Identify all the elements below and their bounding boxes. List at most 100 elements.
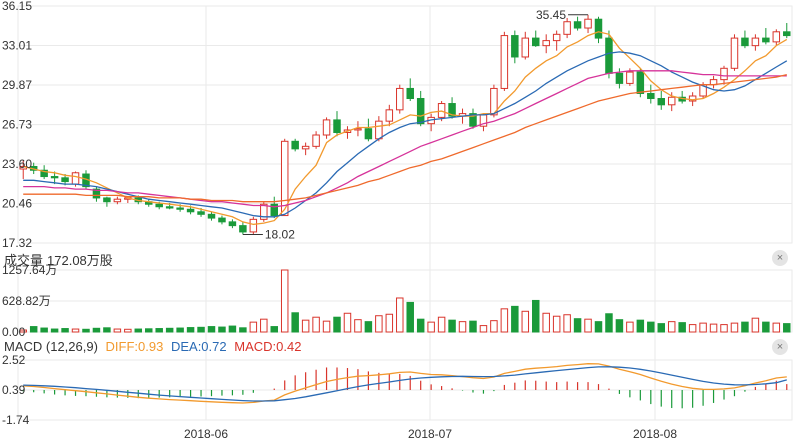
volume-bar	[479, 325, 488, 333]
axis-labels: 36.15 33.01 29.87 26.73 23.60 20.46 17.32 1257.…	[2, 0, 677, 441]
date-tick-label: 2018-08	[633, 427, 677, 441]
candle-body	[322, 119, 331, 136]
volume-tick-label: 0.00	[2, 325, 26, 339]
volume-bar	[594, 321, 603, 333]
candle-body	[301, 145, 310, 150]
volume-bar	[145, 328, 153, 333]
candle-body	[772, 31, 781, 43]
candle-body	[741, 37, 749, 47]
candle-body	[552, 33, 561, 42]
candle-body	[521, 37, 530, 58]
volume-bar	[249, 321, 258, 333]
macd-panel[interactable]	[22, 363, 788, 409]
volume-bar	[186, 327, 195, 333]
volume-bar	[647, 321, 655, 333]
volume-bar	[532, 299, 540, 333]
macd-line-dea	[23, 366, 787, 402]
volume-bar	[448, 319, 456, 333]
volume-panel[interactable]	[19, 269, 791, 333]
macd-tick-label: 2.52	[2, 353, 26, 367]
candle-body	[186, 208, 195, 213]
volume-tick-label: 1257.64万	[2, 263, 57, 277]
volume-bar	[500, 308, 509, 333]
candle-body	[657, 98, 665, 106]
volume-bar	[40, 327, 48, 333]
volume-bar	[92, 327, 101, 333]
volume-bar	[280, 269, 289, 333]
candle-body	[636, 71, 645, 94]
candle-body	[751, 37, 760, 47]
volume-bar	[605, 313, 613, 333]
candle-body	[730, 37, 739, 69]
volume-close-button[interactable]: ×	[772, 250, 788, 266]
volume-bar	[82, 328, 90, 333]
volume-bar	[490, 320, 498, 333]
volume-tick-label: 628.82万	[2, 294, 51, 308]
volume-bar	[301, 319, 310, 333]
candle-body	[573, 21, 582, 29]
volume-bar	[291, 312, 299, 333]
volume-bar	[762, 321, 770, 333]
volume-bar	[165, 327, 174, 333]
candle-body	[249, 218, 258, 233]
price-tick-label: 33.01	[2, 39, 32, 53]
volume-bar	[364, 321, 373, 333]
chart-grid	[17, 5, 793, 421]
macd-tick-label: -1.74	[2, 413, 30, 427]
volume-bar	[427, 321, 435, 333]
candle-body	[542, 40, 550, 47]
candle-body	[333, 119, 341, 133]
macd-value-legend: MACD:0.42	[234, 339, 302, 354]
candle-body	[228, 221, 237, 227]
candle-body	[396, 87, 404, 111]
volume-bar	[615, 319, 624, 333]
volume-bar	[176, 327, 184, 333]
volume-bar	[741, 321, 749, 333]
volume-bar	[626, 321, 634, 333]
volume-bar	[521, 310, 530, 333]
candle-body	[615, 72, 624, 84]
volume-bar	[71, 328, 80, 333]
volume-bar	[322, 320, 331, 333]
candle-body	[197, 211, 205, 215]
macd-line-diff	[23, 363, 787, 404]
candle-body	[626, 71, 634, 84]
volume-bar	[61, 328, 69, 333]
macd-dea-legend: DEA:0.72	[170, 339, 227, 354]
volume-bar	[751, 317, 760, 333]
candle-body	[448, 103, 456, 117]
high-annotation: 35.45	[536, 8, 566, 22]
candle-body	[762, 37, 770, 43]
volume-bar	[50, 328, 59, 333]
volume-bar	[406, 301, 414, 333]
low-annotation: 18.02	[265, 227, 295, 241]
volume-bar	[312, 316, 320, 333]
volume-bar	[584, 318, 592, 333]
volume-bar	[103, 327, 111, 333]
price-tick-label: 26.73	[2, 118, 32, 132]
volume-bar	[709, 323, 718, 333]
volume-bar	[260, 318, 268, 333]
volume-bar	[678, 322, 686, 333]
macd-title: MACD (12,26,9) DIFF:0.93 DEA:0.72 MACD:0…	[4, 339, 305, 354]
candle-body	[280, 140, 289, 217]
candle-body	[720, 67, 728, 81]
candle-body	[500, 35, 509, 89]
price-tick-label: 23.60	[2, 157, 32, 171]
ma-line-ma10	[23, 51, 788, 218]
candle-body	[218, 217, 226, 223]
volume-bar	[783, 323, 791, 333]
volume-bar	[19, 329, 27, 333]
macd-close-button[interactable]: ×	[772, 339, 788, 355]
price-tick-label: 36.15	[2, 0, 32, 13]
volume-bar	[239, 327, 247, 333]
candle-body	[239, 225, 247, 233]
candle-body	[207, 213, 216, 219]
candle-body	[92, 188, 101, 199]
volume-bar	[218, 326, 226, 333]
volume-bar	[124, 328, 132, 333]
candle-body	[312, 134, 320, 147]
candlestick-panel[interactable]: 35.45 18.02	[19, 8, 791, 242]
volume-bar	[511, 305, 519, 333]
